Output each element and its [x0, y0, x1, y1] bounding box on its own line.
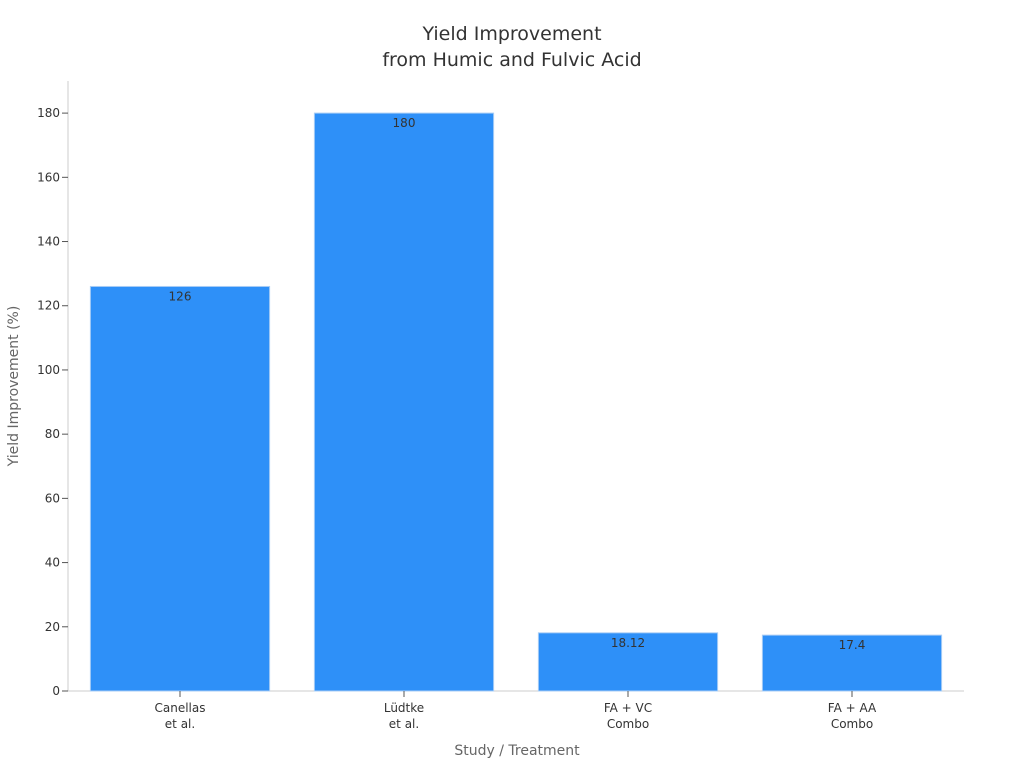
x-tick-label: Combo [831, 717, 873, 731]
bar-data-label: 18.12 [611, 636, 645, 650]
y-tick-label: 20 [45, 620, 60, 634]
y-axis-ticks: 0 20 40 60 80 100 120 140 160 180 [37, 106, 68, 698]
chart-title-line-1: Yield Improvement [421, 23, 601, 45]
y-tick-label: 120 [37, 299, 60, 313]
bar [761, 634, 943, 692]
x-tick-label: Canellas [155, 701, 206, 715]
y-tick-label: 40 [45, 556, 60, 570]
y-tick-label: 60 [45, 491, 60, 505]
bar [313, 112, 495, 692]
x-axis-labels: Canellas et al. Lüdtke et al. FA + VC Combo FA… [155, 691, 877, 731]
x-tick-label: et al. [165, 717, 195, 731]
chart-title-line-2: from Humic and Fulvic Acid [382, 49, 641, 71]
y-tick-label: 100 [37, 363, 60, 377]
bars: 126 180 18.12 17.4 [89, 112, 943, 692]
y-tick-label: 80 [45, 427, 60, 441]
y-tick-label: 160 [37, 170, 60, 184]
x-tick-label: Lüdtke [384, 701, 424, 715]
bar-data-label: 126 [169, 289, 192, 303]
bar [89, 285, 271, 692]
x-axis-title: Study / Treatment [454, 743, 580, 759]
x-tick-label: et al. [389, 717, 419, 731]
x-tick-label: Combo [607, 717, 649, 731]
y-tick-label: 140 [37, 235, 60, 249]
bar [537, 632, 719, 692]
bar-data-label: 17.4 [839, 638, 866, 652]
x-tick-label: FA + AA [828, 701, 877, 715]
bar-data-label: 180 [393, 116, 416, 130]
y-tick-label: 180 [37, 106, 60, 120]
chart-title: Yield Improvement from Humic and Fulvic … [382, 23, 641, 71]
x-tick-label: FA + VC [604, 701, 652, 715]
y-tick-label: 0 [52, 684, 60, 698]
y-axis-title: Yield Improvement (%) [6, 306, 22, 468]
